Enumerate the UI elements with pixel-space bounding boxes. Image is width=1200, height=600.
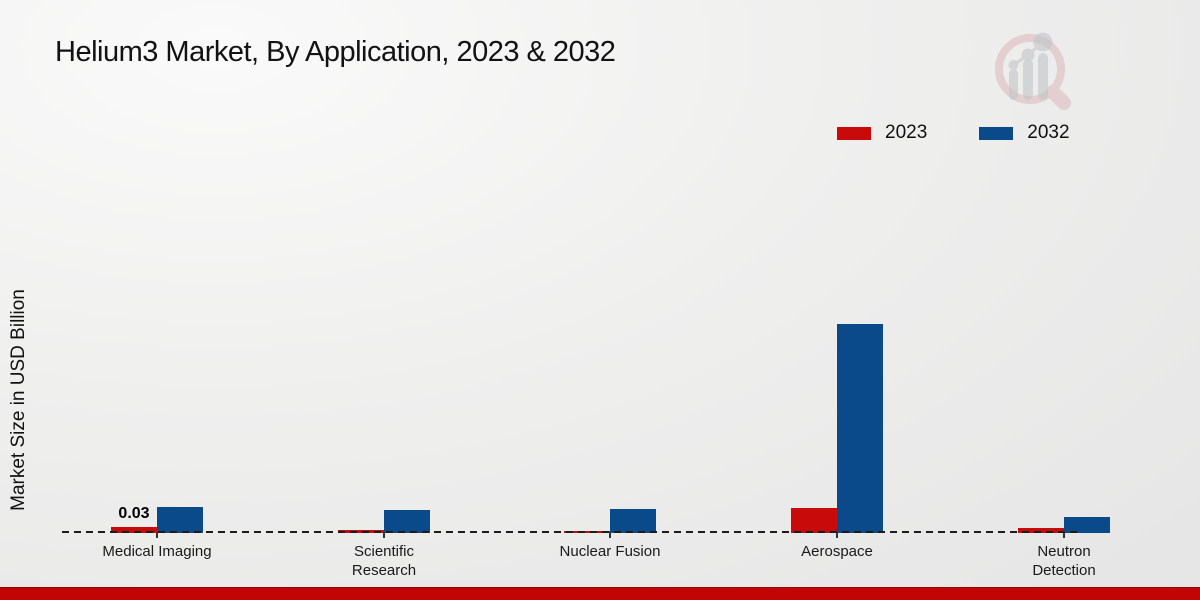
legend-swatch-2032-icon xyxy=(979,126,1014,140)
bar-2032-aerospace xyxy=(837,324,883,533)
bar-2032-nuclear-fusion xyxy=(610,509,656,533)
legend-label-2032: 2032 xyxy=(1027,122,1070,143)
bar-2032-medical-imaging xyxy=(157,507,203,533)
magnifier-bar-chart-logo-icon xyxy=(995,32,1071,110)
category-label-neutron-detection: Neutron Detection xyxy=(1032,543,1096,579)
legend-item-2032: 2032 xyxy=(979,122,1070,144)
bar-2023-medical-imaging xyxy=(111,527,157,533)
x-axis-tick xyxy=(156,533,158,538)
legend-item-2023: 2023 xyxy=(837,122,927,144)
category-label-scientific-research: Scientific Research xyxy=(351,543,417,579)
x-axis-tick xyxy=(836,533,838,538)
legend: 2023 2032 xyxy=(837,122,1070,144)
bar-2032-scientific-research xyxy=(384,510,430,533)
data-label-0.03: 0.03 xyxy=(118,505,150,522)
category-label-nuclear-fusion: Nuclear Fusion xyxy=(559,543,661,560)
x-axis-tick xyxy=(1063,533,1065,538)
x-axis-tick xyxy=(609,533,611,538)
category-label-medical-imaging: Medical Imaging xyxy=(102,543,212,560)
legend-swatch-2023-icon xyxy=(837,126,871,140)
bar-2032-neutron-detection xyxy=(1064,517,1110,533)
bar-2023-aerospace xyxy=(791,508,837,533)
bottom-accent-strip xyxy=(0,587,1200,600)
legend-label-2023: 2023 xyxy=(885,122,928,143)
category-label-aerospace: Aerospace xyxy=(801,543,873,560)
bar-2023-neutron-detection xyxy=(1018,528,1064,533)
x-axis-tick xyxy=(383,533,385,538)
chart-title: Helium3 Market, By Application, 2023 & 2… xyxy=(55,36,616,68)
x-axis-baseline xyxy=(62,531,1078,533)
